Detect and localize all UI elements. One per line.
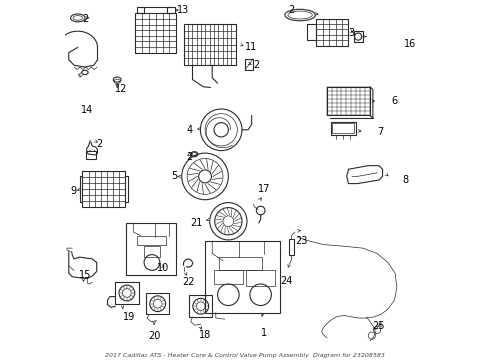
Bar — [246, 270, 274, 286]
Text: 21: 21 — [190, 218, 203, 228]
Bar — [82, 171, 125, 207]
Bar — [167, 7, 174, 13]
Text: 2: 2 — [96, 139, 102, 149]
Bar — [306, 24, 316, 40]
Text: 10: 10 — [157, 263, 169, 273]
Bar — [219, 257, 262, 270]
Bar — [145, 293, 169, 315]
Text: 19: 19 — [122, 312, 135, 322]
Bar — [353, 31, 362, 42]
Bar — [330, 122, 355, 135]
Text: 12: 12 — [114, 84, 127, 94]
Text: 16: 16 — [403, 39, 415, 49]
Bar — [144, 246, 160, 257]
Text: 13: 13 — [177, 5, 189, 15]
Bar — [326, 87, 369, 116]
Text: 2: 2 — [186, 152, 192, 162]
Text: 11: 11 — [244, 42, 256, 52]
Text: 2017 Cadillac ATS - Heater Core & Control Valve Pump Assembly  Diagram for 23208: 2017 Cadillac ATS - Heater Core & Contro… — [104, 353, 384, 358]
Text: 7: 7 — [376, 127, 383, 136]
Text: 15: 15 — [79, 270, 91, 280]
Bar — [332, 123, 353, 134]
Bar — [214, 270, 242, 284]
Bar — [115, 282, 139, 304]
Text: 2: 2 — [253, 60, 259, 70]
Bar — [86, 151, 96, 159]
Bar — [316, 19, 348, 45]
Bar — [289, 239, 293, 255]
Text: 25: 25 — [372, 321, 385, 331]
Text: 20: 20 — [148, 331, 161, 341]
Text: 17: 17 — [258, 184, 270, 194]
Bar — [137, 235, 165, 244]
Bar — [183, 24, 235, 65]
Text: 1: 1 — [261, 328, 267, 338]
Text: 8: 8 — [402, 175, 407, 185]
Bar — [188, 295, 212, 317]
Text: 3: 3 — [348, 28, 354, 38]
Text: 22: 22 — [183, 277, 195, 287]
Text: 9: 9 — [70, 186, 76, 197]
Text: 24: 24 — [280, 276, 292, 286]
Bar — [126, 223, 176, 275]
Bar — [244, 59, 253, 69]
Bar — [137, 7, 144, 13]
Text: 2: 2 — [287, 5, 294, 15]
Text: 6: 6 — [391, 96, 397, 106]
Bar — [204, 241, 280, 313]
Bar — [135, 13, 176, 53]
Text: 5: 5 — [171, 171, 177, 181]
Text: 23: 23 — [295, 236, 307, 246]
Text: 14: 14 — [81, 105, 93, 115]
Text: 4: 4 — [186, 125, 192, 135]
Text: 18: 18 — [199, 330, 211, 340]
Text: 2: 2 — [81, 14, 88, 24]
